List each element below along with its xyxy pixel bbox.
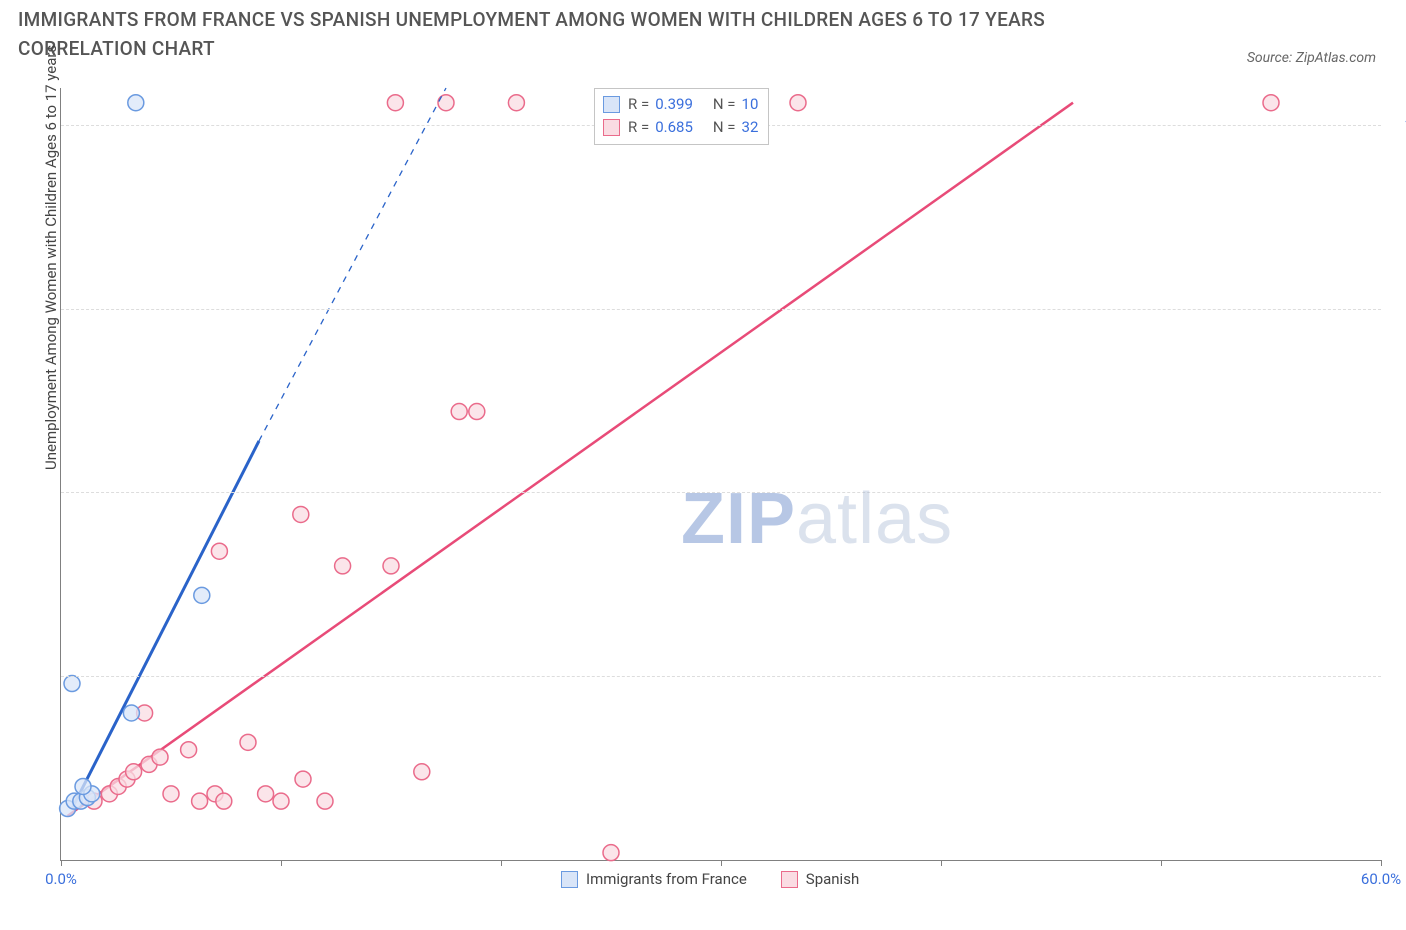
data-point (211, 543, 227, 559)
data-point (469, 404, 485, 420)
correlation-legend: R = 0.399 N = 10 R = 0.685 N = 32 (594, 88, 769, 145)
n-label-spanish: N = (713, 116, 736, 139)
legend-label-spanish: Spanish (806, 870, 859, 888)
x-tick (1161, 860, 1162, 866)
gridline (61, 676, 1381, 677)
n-value-france: 10 (742, 93, 759, 116)
x-tick (61, 860, 62, 866)
r-value-spanish: 0.685 (655, 116, 693, 139)
plot-area: ZIPatlas R = 0.399 N = 10 R = 0.685 N = … (60, 88, 1381, 861)
y-axis-label: Unemployment Among Women with Children A… (42, 45, 60, 470)
data-point (383, 558, 399, 574)
legend-item-spanish: Spanish (781, 870, 859, 888)
source-attribution: Source: ZipAtlas.com (1247, 50, 1376, 66)
chart-title: IMMIGRANTS FROM FRANCE VS SPANISH UNEMPL… (18, 6, 1138, 63)
data-point (295, 771, 311, 787)
legend-label-france: Immigrants from France (586, 870, 747, 888)
data-point (1263, 95, 1279, 111)
x-tick-label: 60.0% (1361, 870, 1401, 888)
x-tick-label: 0.0% (45, 870, 77, 888)
data-point (128, 95, 144, 111)
swatch-france (603, 96, 620, 113)
data-point (438, 95, 454, 111)
n-label-france: N = (713, 93, 736, 116)
swatch-spanish (603, 119, 620, 136)
x-tick (1381, 860, 1382, 866)
watermark-zip: ZIP (681, 479, 796, 559)
r-value-france: 0.399 (655, 93, 693, 116)
data-point (273, 793, 289, 809)
data-point (240, 734, 256, 750)
data-point (258, 786, 274, 802)
data-point (126, 764, 142, 780)
data-point (64, 676, 80, 692)
r-label-france: R = (628, 93, 649, 116)
data-point (194, 587, 210, 603)
data-point (317, 793, 333, 809)
x-tick (281, 860, 282, 866)
y-tick-label: 75.0% (1393, 300, 1406, 318)
data-point (181, 742, 197, 758)
data-point (163, 786, 179, 802)
data-point (335, 558, 351, 574)
legend-row-france: R = 0.399 N = 10 (603, 93, 758, 116)
data-point (508, 95, 524, 111)
r-label-spanish: R = (628, 116, 649, 139)
trendline-dashed (259, 88, 446, 441)
gridline (61, 309, 1381, 310)
data-point (293, 506, 309, 522)
data-point (123, 705, 139, 721)
x-tick (721, 860, 722, 866)
swatch-france-bottom (561, 871, 578, 888)
data-point (414, 764, 430, 780)
x-tick (501, 860, 502, 866)
swatch-spanish-bottom (781, 871, 798, 888)
data-point (152, 749, 168, 765)
watermark: ZIPatlas (681, 478, 953, 560)
data-point (75, 778, 91, 794)
legend-item-france: Immigrants from France (561, 870, 747, 888)
y-tick-label: 25.0% (1393, 667, 1406, 685)
watermark-atlas: atlas (796, 479, 953, 559)
plot-svg (61, 88, 1381, 860)
data-point (387, 95, 403, 111)
data-point (603, 845, 619, 861)
data-point (790, 95, 806, 111)
series-legend: Immigrants from France Spanish (561, 870, 859, 888)
data-point (451, 404, 467, 420)
data-point (192, 793, 208, 809)
y-tick-label: 50.0% (1393, 483, 1406, 501)
legend-row-spanish: R = 0.685 N = 32 (603, 116, 758, 139)
n-value-spanish: 32 (742, 116, 759, 139)
y-tick-label: 100.0% (1393, 116, 1406, 134)
trendline (68, 103, 1073, 816)
data-point (216, 793, 232, 809)
x-tick (941, 860, 942, 866)
